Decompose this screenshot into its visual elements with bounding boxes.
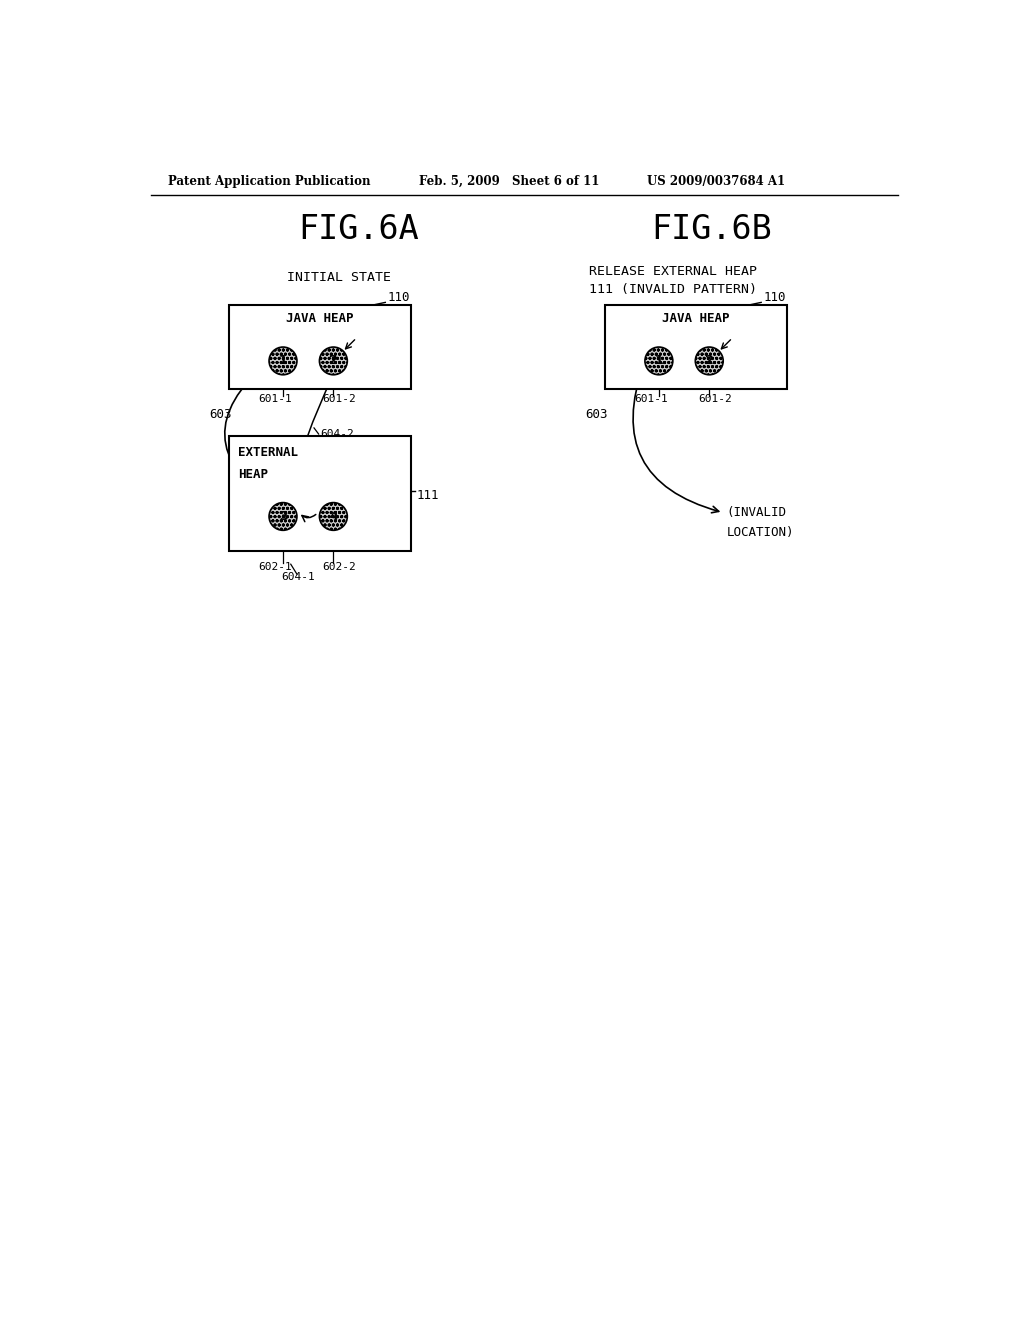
FancyArrowPatch shape <box>721 339 730 348</box>
Bar <box>604 305 786 389</box>
Bar <box>228 305 411 389</box>
Text: 601-1: 601-1 <box>634 395 668 404</box>
Text: 110: 110 <box>388 290 411 304</box>
Text: 601-2: 601-2 <box>697 395 731 404</box>
Text: INITIAL STATE: INITIAL STATE <box>287 271 391 284</box>
FancyArrowPatch shape <box>302 515 315 521</box>
Text: JAVA HEAP: JAVA HEAP <box>286 312 353 325</box>
Text: US 2009/0037684 A1: US 2009/0037684 A1 <box>647 176 785 187</box>
Circle shape <box>319 347 347 375</box>
Text: JAVA HEAP: JAVA HEAP <box>662 312 729 325</box>
Text: FIG.6A: FIG.6A <box>299 213 419 246</box>
Circle shape <box>269 503 297 531</box>
Text: Patent Application Publication: Patent Application Publication <box>168 176 371 187</box>
Text: 604-2: 604-2 <box>321 429 354 440</box>
Text: RELEASE EXTERNAL HEAP: RELEASE EXTERNAL HEAP <box>589 265 757 279</box>
Text: EXTERNAL: EXTERNAL <box>238 446 298 459</box>
Text: 4: 4 <box>329 510 338 523</box>
Text: 603: 603 <box>586 408 608 421</box>
Text: 603: 603 <box>209 408 231 421</box>
Text: 1: 1 <box>654 354 664 367</box>
Circle shape <box>269 347 297 375</box>
Text: 1: 1 <box>279 354 288 367</box>
Text: 3: 3 <box>279 510 288 523</box>
Text: 602-1: 602-1 <box>258 562 292 573</box>
Text: FIG.6B: FIG.6B <box>651 213 772 246</box>
Text: Feb. 5, 2009: Feb. 5, 2009 <box>419 176 500 187</box>
Text: 602-2: 602-2 <box>322 562 355 573</box>
FancyArrowPatch shape <box>633 363 719 512</box>
Text: (INVALID: (INVALID <box>726 507 786 520</box>
Text: 2: 2 <box>705 354 714 367</box>
Text: 111 (INVALID PATTERN): 111 (INVALID PATTERN) <box>589 282 757 296</box>
Circle shape <box>695 347 723 375</box>
Text: LOCATION): LOCATION) <box>726 525 794 539</box>
Bar <box>228 436 411 552</box>
FancyArrowPatch shape <box>224 363 272 504</box>
Text: 110: 110 <box>764 290 786 304</box>
Circle shape <box>645 347 673 375</box>
Text: 111: 111 <box>417 490 439 502</box>
Text: Sheet 6 of 11: Sheet 6 of 11 <box>512 176 599 187</box>
FancyArrowPatch shape <box>345 339 354 348</box>
FancyArrowPatch shape <box>287 378 332 498</box>
Text: 604-1: 604-1 <box>282 573 315 582</box>
Text: 601-1: 601-1 <box>258 395 292 404</box>
Text: 601-2: 601-2 <box>322 395 355 404</box>
Circle shape <box>319 503 347 531</box>
Text: 2: 2 <box>329 354 338 367</box>
Text: HEAP: HEAP <box>238 467 268 480</box>
